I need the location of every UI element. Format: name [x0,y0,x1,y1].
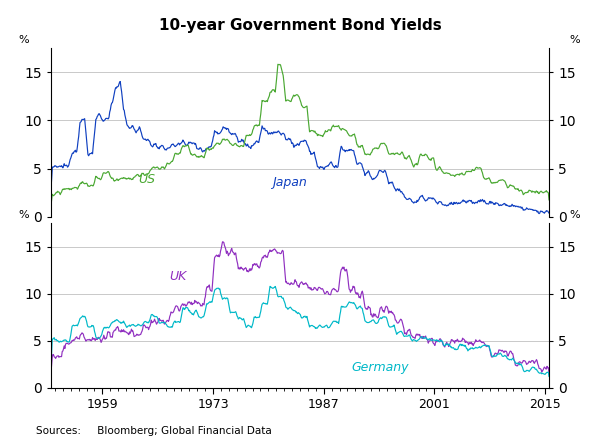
Text: Germany: Germany [352,361,409,374]
Text: 10-year Government Bond Yields: 10-year Government Bond Yields [158,18,442,32]
Text: US: US [138,173,155,186]
Text: UK: UK [170,270,187,283]
Text: Japan: Japan [272,176,307,189]
Text: %: % [19,210,29,220]
Text: Sources:     Bloomberg; Global Financial Data: Sources: Bloomberg; Global Financial Dat… [36,426,272,436]
Text: %: % [569,210,580,220]
Text: %: % [569,35,580,45]
Text: %: % [19,35,29,45]
